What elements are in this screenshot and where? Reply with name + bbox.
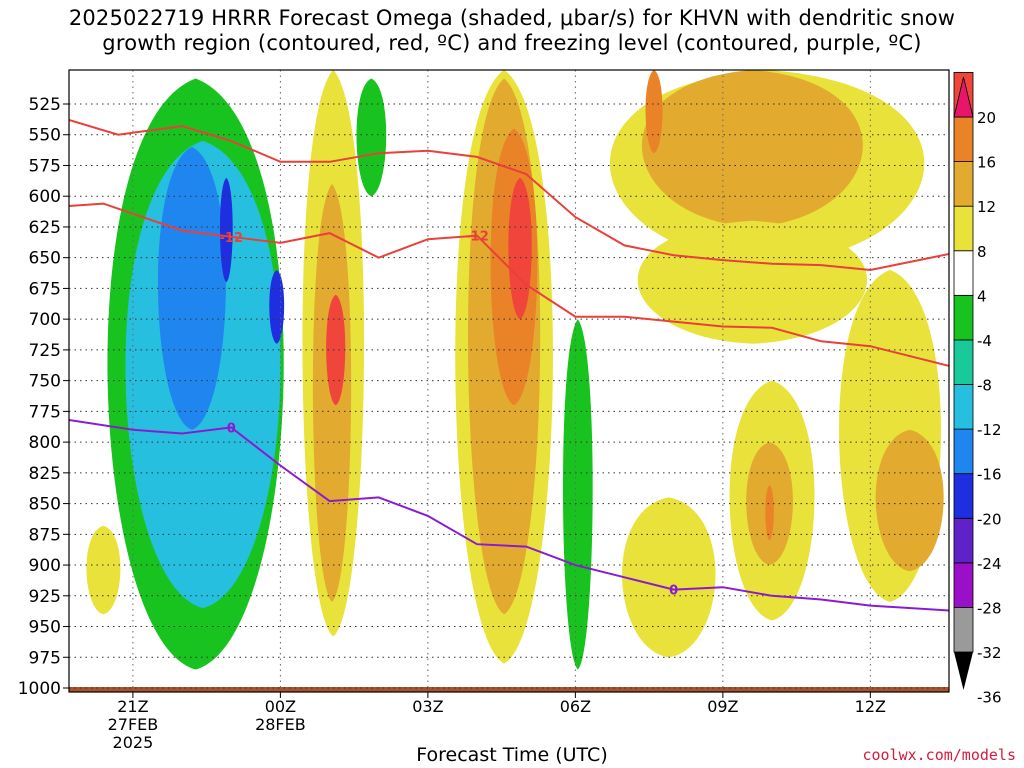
omega-region-downward-15 bbox=[641, 70, 863, 227]
ground-surface bbox=[69, 687, 949, 692]
colorbar-label: -24 bbox=[977, 555, 1002, 573]
x-tick-label: 12Z bbox=[855, 697, 886, 716]
colorbar-segment bbox=[953, 562, 974, 608]
colorbar-segment bbox=[953, 339, 974, 385]
y-tick-label: 900 bbox=[29, 556, 61, 576]
colorbar-label: 8 bbox=[977, 243, 987, 261]
omega-region-downward-17 bbox=[637, 220, 868, 344]
y-tick-label: 550 bbox=[29, 126, 61, 146]
x-tick-label: 03Z bbox=[412, 697, 443, 716]
y-tick-label: 950 bbox=[29, 618, 61, 638]
colorbar-label: -16 bbox=[977, 466, 1002, 484]
y-tick-label: 525 bbox=[29, 95, 61, 115]
omega-region-upward-3 bbox=[219, 177, 233, 283]
colorbar-segment bbox=[953, 250, 974, 296]
y-tick-label: 700 bbox=[29, 310, 61, 330]
colorbar: 20 16 12 8 4 -4 -8 -12 -16 -20 -24 -28 -32 -36 bbox=[953, 72, 1002, 707]
omega-region-upward-2 bbox=[157, 147, 226, 430]
y-tick-label: 800 bbox=[29, 433, 61, 453]
dgz-contour-label: -12 bbox=[465, 230, 489, 245]
y-tick-label: 625 bbox=[29, 218, 61, 238]
chart-title-line1: 2025022719 HRRR Forecast Omega (shaded, … bbox=[68, 6, 956, 30]
dgz-contour-line bbox=[69, 119, 949, 272]
omega-region-downward-18 bbox=[622, 497, 716, 658]
colorbar-segment bbox=[953, 517, 974, 564]
y-tick-label: 850 bbox=[29, 495, 61, 515]
x-tick-label: 09Z bbox=[707, 697, 738, 716]
colorbar-min-arrow bbox=[954, 652, 973, 690]
y-tick-label: 925 bbox=[29, 587, 61, 607]
y-axis: 525 550 575 600 625 650 675 700 725 750 775 800 825 8… bbox=[18, 95, 69, 699]
x-tick-label: 28FEB bbox=[255, 715, 306, 734]
dgz-contour-label: -12 bbox=[219, 231, 243, 246]
contour-lines: -12 -12 0 0 bbox=[69, 119, 949, 612]
omega-region-downward-21 bbox=[765, 485, 774, 541]
colorbar-label: -32 bbox=[977, 644, 1002, 662]
colorbar-segment bbox=[953, 428, 974, 475]
freezing-level-label: 0 bbox=[669, 584, 678, 599]
colorbar-segment bbox=[953, 384, 974, 430]
colorbar-label: -36 bbox=[977, 689, 1002, 707]
y-tick-label: 775 bbox=[29, 402, 61, 422]
colorbar-label: 20 bbox=[977, 109, 996, 127]
colorbar-segment bbox=[953, 607, 974, 653]
x-tick-label: 27FEB bbox=[108, 715, 159, 734]
x-axis-title: Forecast Time (UTC) bbox=[416, 744, 608, 766]
colorbar-label: -12 bbox=[977, 421, 1002, 439]
x-tick-label: 00Z bbox=[265, 697, 296, 716]
colorbar-segment bbox=[953, 116, 974, 162]
colorbar-label: -4 bbox=[977, 332, 992, 350]
ground-strip bbox=[69, 687, 949, 692]
y-tick-label: 875 bbox=[29, 525, 61, 545]
freezing-level-line bbox=[69, 419, 949, 612]
colorbar-segment bbox=[953, 294, 974, 341]
colorbar-label: 4 bbox=[977, 287, 987, 305]
x-tick-label: 06Z bbox=[560, 697, 591, 716]
colorbar-label: 16 bbox=[977, 154, 996, 172]
plot-area: -12 -12 0 0 bbox=[68, 69, 950, 693]
chart-title-line2: growth region (contoured, red, ºC) and f… bbox=[102, 31, 922, 55]
omega-region-downward-16 bbox=[645, 70, 663, 154]
colorbar-label: -20 bbox=[977, 510, 1002, 528]
colorbar-label: 12 bbox=[977, 198, 996, 216]
x-tick-label: 21Z bbox=[117, 697, 148, 716]
chart-title: 2025022719 HRRR Forecast Omega (shaded, … bbox=[0, 6, 1024, 56]
omega-region-downward-24 bbox=[86, 525, 121, 615]
omega-region-downward-23 bbox=[875, 429, 944, 572]
omega-region-upward-5 bbox=[356, 78, 387, 197]
omega-region-upward-6 bbox=[562, 319, 593, 670]
y-tick-label: 725 bbox=[29, 341, 61, 361]
y-tick-label: 1000 bbox=[18, 679, 61, 699]
colorbar-label: -28 bbox=[977, 599, 1002, 617]
y-tick-label: 675 bbox=[29, 279, 61, 299]
x-tick-label: 2025 bbox=[113, 733, 154, 752]
colorbar-max-arrow bbox=[953, 76, 974, 118]
credit-text: coolwx.com/models bbox=[862, 746, 1016, 764]
omega-region-downward-9 bbox=[326, 294, 346, 406]
colorbar-label: -8 bbox=[977, 377, 992, 395]
dgz-contour-line bbox=[69, 202, 949, 367]
colorbar-segment bbox=[953, 161, 974, 207]
freezing-level-label: 0 bbox=[227, 421, 236, 436]
y-tick-label: 825 bbox=[29, 464, 61, 484]
y-tick-label: 600 bbox=[29, 187, 61, 207]
colorbar-segment bbox=[953, 205, 974, 252]
y-tick-label: 650 bbox=[29, 249, 61, 269]
y-tick-label: 575 bbox=[29, 156, 61, 176]
grid-lines bbox=[69, 70, 949, 692]
colorbar-segment bbox=[953, 473, 974, 519]
y-tick-label: 975 bbox=[29, 648, 61, 668]
y-tick-label: 750 bbox=[29, 372, 61, 392]
